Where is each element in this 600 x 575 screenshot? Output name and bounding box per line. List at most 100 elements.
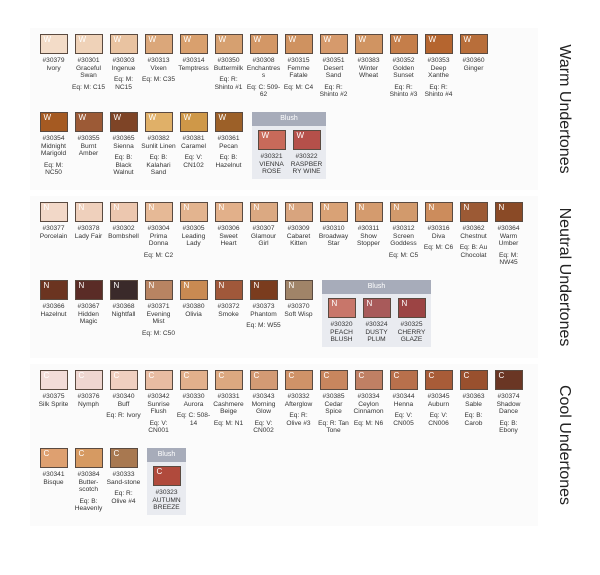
swatch-item[interactable]: N #30366 Hazelnut: [36, 280, 71, 318]
swatch-item[interactable]: N #30378 Lady Fair: [71, 202, 106, 240]
swatch-item[interactable]: N #30307 Glamour Girl: [246, 202, 281, 248]
swatch-item[interactable]: N #30320 Peach Blush: [324, 298, 359, 344]
color-swatch[interactable]: W: [109, 112, 138, 132]
swatch-item[interactable]: W #30313 Vixen Eq: M: C35: [141, 34, 176, 84]
color-swatch[interactable]: N: [109, 280, 138, 300]
swatch-item[interactable]: N #30325 Cherry Glaze: [394, 298, 429, 344]
swatch-item[interactable]: N #30362 Chestnut Eq: B: Au Chocolat: [456, 202, 491, 259]
color-swatch[interactable]: W: [459, 34, 488, 54]
color-swatch[interactable]: N: [284, 202, 313, 222]
swatch-item[interactable]: W #30308 Enchantress Eq: C: 509-62: [246, 34, 281, 99]
swatch-item[interactable]: W #30351 Desert Sand Eq: R: Shinto #2: [316, 34, 351, 99]
swatch-item[interactable]: C #30340 Buff Eq: R: Ivory: [106, 370, 141, 420]
swatch-item[interactable]: C #30384 Butter-scotch Eq: B: Heavenly: [71, 448, 106, 513]
color-swatch[interactable]: C: [214, 370, 243, 390]
swatch-item[interactable]: C #30343 Morning Glow Eq: V: CN002: [246, 370, 281, 435]
color-swatch[interactable]: W: [39, 34, 68, 54]
swatch-item[interactable]: N #30380 Olivia: [176, 280, 211, 318]
swatch-item[interactable]: C #30375 Silk Sprite: [36, 370, 71, 408]
color-swatch[interactable]: N: [144, 202, 173, 222]
color-swatch[interactable]: W: [354, 34, 383, 54]
color-swatch[interactable]: C: [109, 370, 138, 390]
swatch-item[interactable]: W #30321 Vienna Rose: [254, 130, 289, 176]
color-swatch[interactable]: W: [74, 34, 103, 54]
color-swatch[interactable]: C: [152, 466, 181, 486]
swatch-item[interactable]: W #30352 Golden Sunset Eq: R: Shinto #3: [386, 34, 421, 99]
swatch-item[interactable]: W #30365 Sienna Eq: B: Black Walnut: [106, 112, 141, 177]
color-swatch[interactable]: C: [354, 370, 383, 390]
swatch-item[interactable]: N #30316 Diva Eq: M: C6: [421, 202, 456, 252]
swatch-item[interactable]: N #30310 Broadway Star: [316, 202, 351, 248]
color-swatch[interactable]: N: [179, 280, 208, 300]
color-swatch[interactable]: W: [144, 34, 173, 54]
swatch-item[interactable]: W #30301 Graceful Swan Eq: M: C15: [71, 34, 106, 91]
swatch-item[interactable]: W #30350 Buttermilk Eq: R: Shinto #1: [211, 34, 246, 91]
swatch-item[interactable]: W #30354 Midnight Marigold Eq: M: NC50: [36, 112, 71, 177]
color-swatch[interactable]: C: [144, 370, 173, 390]
swatch-item[interactable]: N #30377 Porcelain: [36, 202, 71, 240]
color-swatch[interactable]: W: [74, 112, 103, 132]
swatch-item[interactable]: N #30312 Screen Goddess Eq: M: C5: [386, 202, 421, 259]
color-swatch[interactable]: N: [459, 202, 488, 222]
swatch-item[interactable]: W #30381 Caramel Eq: V: CN102: [176, 112, 211, 169]
swatch-item[interactable]: W #30383 Winter Wheat: [351, 34, 386, 80]
swatch-item[interactable]: N #30371 Evening Mist Eq: M: C50: [141, 280, 176, 337]
color-swatch[interactable]: N: [397, 298, 426, 318]
swatch-item[interactable]: C #30332 Afterglow Eq: R: Olive #3: [281, 370, 316, 427]
color-swatch[interactable]: W: [424, 34, 453, 54]
color-swatch[interactable]: C: [424, 370, 453, 390]
swatch-item[interactable]: N #30302 Bombshell: [106, 202, 141, 240]
color-swatch[interactable]: C: [39, 370, 68, 390]
color-swatch[interactable]: N: [249, 280, 278, 300]
swatch-item[interactable]: C #30376 Nymph: [71, 370, 106, 408]
color-swatch[interactable]: N: [74, 202, 103, 222]
color-swatch[interactable]: C: [179, 370, 208, 390]
swatch-item[interactable]: C #30363 Sable Eq: B: Carob: [456, 370, 491, 427]
color-swatch[interactable]: N: [424, 202, 453, 222]
color-swatch[interactable]: N: [494, 202, 523, 222]
swatch-item[interactable]: C #30342 Sunrise Flush Eq: V: CN001: [141, 370, 176, 435]
swatch-item[interactable]: W #30314 Temptress: [176, 34, 211, 72]
color-swatch[interactable]: C: [249, 370, 278, 390]
color-swatch[interactable]: N: [389, 202, 418, 222]
swatch-item[interactable]: W #30361 Pecan Eq: B: Hazelnut: [211, 112, 246, 169]
swatch-item[interactable]: W #30303 Ingenue Eq: M: NC15: [106, 34, 141, 91]
color-swatch[interactable]: N: [74, 280, 103, 300]
swatch-item[interactable]: N #30367 Hidden Magic: [71, 280, 106, 326]
color-swatch[interactable]: N: [214, 280, 243, 300]
color-swatch[interactable]: W: [144, 112, 173, 132]
swatch-item[interactable]: C #30333 Sand-stone Eq: R: Olive #4: [106, 448, 141, 505]
swatch-item[interactable]: C #30330 Aurora Eq: C: 508-14: [176, 370, 211, 427]
color-swatch[interactable]: C: [284, 370, 313, 390]
swatch-item[interactable]: N #30324 Dusty Plum: [359, 298, 394, 344]
color-swatch[interactable]: C: [74, 370, 103, 390]
swatch-item[interactable]: W #30315 Femme Fatale Eq: M: C4: [281, 34, 316, 91]
color-swatch[interactable]: W: [257, 130, 286, 150]
color-swatch[interactable]: C: [39, 448, 68, 468]
color-swatch[interactable]: N: [362, 298, 391, 318]
color-swatch[interactable]: N: [284, 280, 313, 300]
swatch-item[interactable]: N #30306 Sweet Heart: [211, 202, 246, 248]
swatch-item[interactable]: W #30322 Raspberry Wine: [289, 130, 324, 176]
swatch-item[interactable]: N #30311 Show Stopper: [351, 202, 386, 248]
color-swatch[interactable]: N: [319, 202, 348, 222]
color-swatch[interactable]: W: [39, 112, 68, 132]
swatch-item[interactable]: W #30379 Ivory: [36, 34, 71, 72]
swatch-item[interactable]: W #30353 Deep Xanthe Eq: R: Shinto #4: [421, 34, 456, 99]
color-swatch[interactable]: W: [214, 112, 243, 132]
swatch-item[interactable]: C #30323 Autumn Breeze: [149, 466, 184, 512]
swatch-item[interactable]: C #30344 Henna Eq: V: CN005: [386, 370, 421, 427]
color-swatch[interactable]: W: [179, 34, 208, 54]
swatch-item[interactable]: N #30370 Soft Wisp: [281, 280, 316, 318]
color-swatch[interactable]: C: [109, 448, 138, 468]
color-swatch[interactable]: W: [389, 34, 418, 54]
color-swatch[interactable]: W: [292, 130, 321, 150]
swatch-item[interactable]: C #30345 Auburn Eq: V: CN006: [421, 370, 456, 427]
color-swatch[interactable]: W: [284, 34, 313, 54]
color-swatch[interactable]: N: [144, 280, 173, 300]
color-swatch[interactable]: N: [354, 202, 383, 222]
swatch-item[interactable]: N #30304 Prima Donna Eq: M: C2: [141, 202, 176, 259]
color-swatch[interactable]: N: [327, 298, 356, 318]
color-swatch[interactable]: C: [494, 370, 523, 390]
swatch-item[interactable]: N #30305 Leading Lady: [176, 202, 211, 248]
